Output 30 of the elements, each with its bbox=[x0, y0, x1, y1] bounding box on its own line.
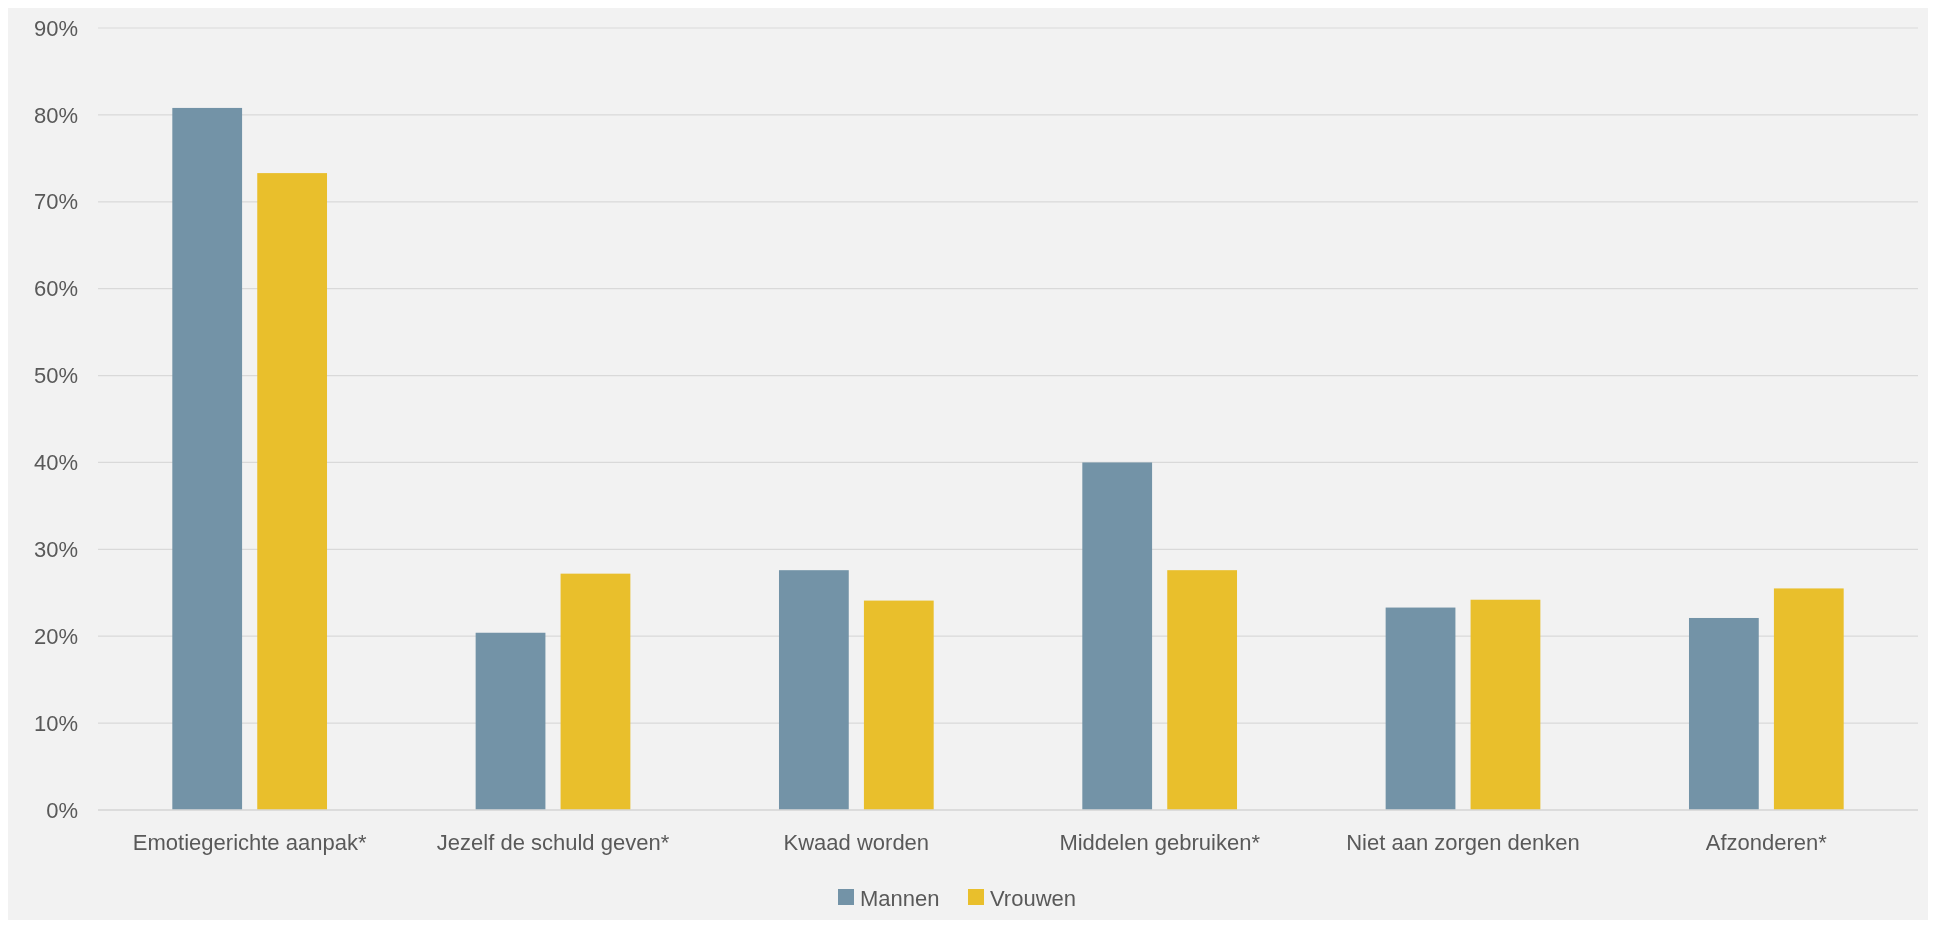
y-tick-label: 10% bbox=[33, 710, 78, 736]
bar bbox=[257, 173, 328, 810]
legend-label: Mannen bbox=[860, 885, 940, 911]
bar bbox=[475, 632, 546, 810]
y-tick-label: 90% bbox=[33, 15, 78, 41]
bar bbox=[1688, 617, 1759, 810]
x-tick-label: Emotiegerichte aanpak* bbox=[132, 830, 367, 855]
y-tick-label: 20% bbox=[33, 623, 78, 649]
x-tick-label: Middelen gebruiken* bbox=[1059, 830, 1261, 855]
x-tick-label: Kwaad worden bbox=[783, 830, 930, 855]
bar bbox=[172, 107, 243, 810]
y-tick-label: 60% bbox=[33, 276, 78, 302]
bar bbox=[863, 600, 934, 810]
y-tick-label: 40% bbox=[33, 450, 78, 476]
bar bbox=[1167, 570, 1238, 810]
x-tick-label: Jezelf de schuld geven* bbox=[436, 830, 670, 855]
bar bbox=[778, 570, 849, 810]
bar bbox=[1470, 599, 1541, 810]
bar bbox=[1385, 607, 1456, 810]
y-tick-label: 80% bbox=[33, 102, 78, 128]
y-tick-label: 0% bbox=[46, 797, 78, 823]
y-tick-label: 50% bbox=[33, 363, 78, 389]
bar bbox=[1773, 588, 1844, 810]
legend-label: Vrouwen bbox=[990, 885, 1077, 911]
bar bbox=[1082, 462, 1153, 810]
y-tick-label: 30% bbox=[33, 537, 78, 563]
bar bbox=[560, 573, 631, 810]
x-tick-label: Niet aan zorgen denken bbox=[1346, 830, 1580, 855]
y-tick-label: 70% bbox=[33, 189, 78, 215]
x-tick-label: Afzonderen* bbox=[1705, 830, 1828, 855]
